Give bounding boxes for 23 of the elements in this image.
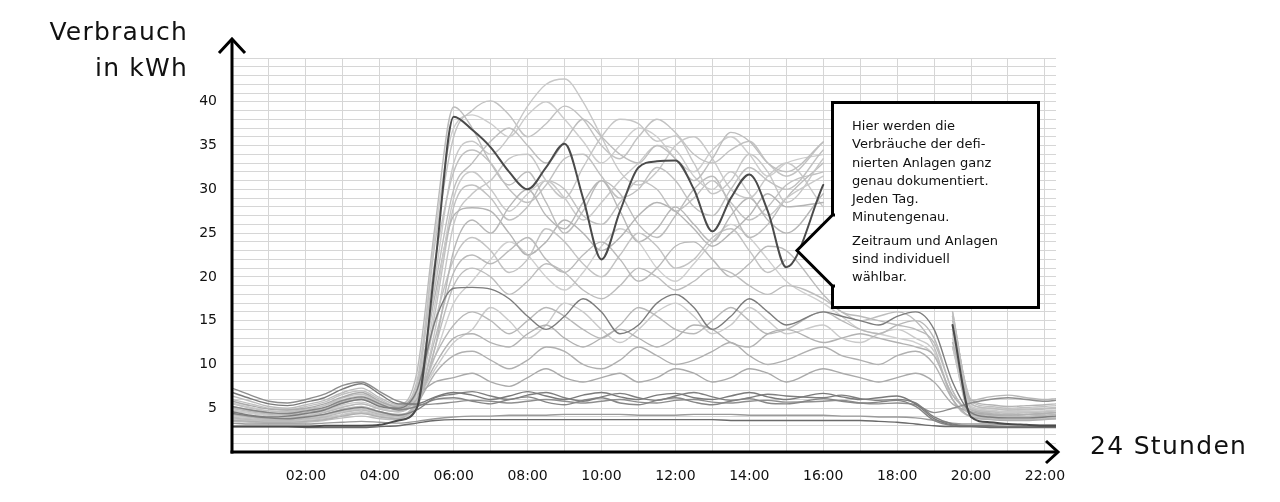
y-tick-label: 40 bbox=[199, 92, 217, 109]
x-tick-label: 08:00 bbox=[507, 467, 548, 484]
x-tick-label: 16:00 bbox=[803, 467, 844, 484]
x-tick-label: 10:00 bbox=[581, 467, 622, 484]
x-tick-label: 06:00 bbox=[433, 467, 474, 484]
y-tick-label: 5 bbox=[208, 398, 217, 415]
x-tick-label: 22:00 bbox=[1024, 467, 1066, 484]
y-tick-label: 20 bbox=[199, 267, 217, 284]
x-tick-label: 02:00 bbox=[285, 467, 327, 484]
annotation: Zeitraum und Anlagen sind individuell wählbar. bbox=[852, 231, 999, 287]
x-tick-label: 18:00 bbox=[876, 467, 918, 484]
y-tick-label: 10 bbox=[199, 355, 217, 372]
x-tick-label: 20:00 bbox=[950, 467, 992, 484]
x-axis-title: 24 Stunden bbox=[1090, 431, 1248, 461]
x-tick-label: 14:00 bbox=[729, 467, 770, 484]
y-tick-label: 25 bbox=[199, 223, 217, 240]
x-tick-label: 12:00 bbox=[655, 467, 696, 484]
y-axis-title: Verbrauch in kWh bbox=[49, 16, 188, 84]
x-tick-label: 04:00 bbox=[359, 467, 400, 484]
y-tick-label: 30 bbox=[199, 179, 217, 196]
annotation: Hier werden die Verbräuche der defi- nierten Anlagen ganz genau dokumentiert. Jeden Tag. Minutengenau. bbox=[852, 117, 993, 227]
y-tick-label: 15 bbox=[199, 311, 217, 328]
y-tick-label: 35 bbox=[199, 136, 217, 153]
